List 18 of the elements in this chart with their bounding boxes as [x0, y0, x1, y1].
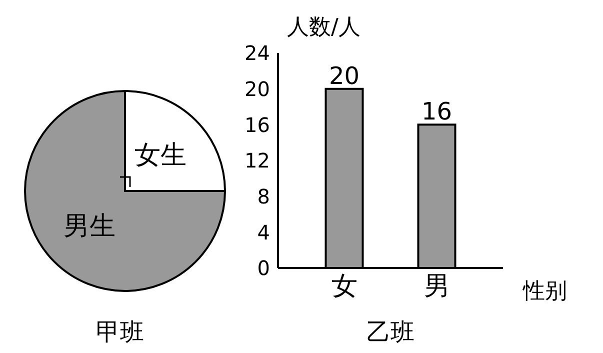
- data-label: 20: [328, 62, 360, 90]
- slice-label: 女生: [134, 140, 186, 171]
- slice-label: 男生: [64, 211, 116, 242]
- y-axis-title: 人数/人: [287, 14, 360, 42]
- y-tick-label: 8: [257, 184, 270, 208]
- x-tick-label: 男: [424, 271, 450, 302]
- text: 甲班: [95, 317, 145, 347]
- y-tick-label: 12: [244, 148, 270, 173]
- y-tick-label: 20: [244, 76, 270, 101]
- x-axis-title: 性别: [523, 278, 567, 306]
- y-tick-label: 4: [257, 220, 270, 244]
- y-tick-label: 0: [257, 256, 270, 280]
- text: 乙班: [366, 317, 416, 347]
- y-tick-label: 16: [244, 112, 270, 137]
- x-tick-label: 女: [331, 271, 358, 302]
- data-label: 16: [421, 98, 452, 126]
- y-tick-label: 24: [244, 41, 270, 66]
- pie-slice: [24, 90, 226, 292]
